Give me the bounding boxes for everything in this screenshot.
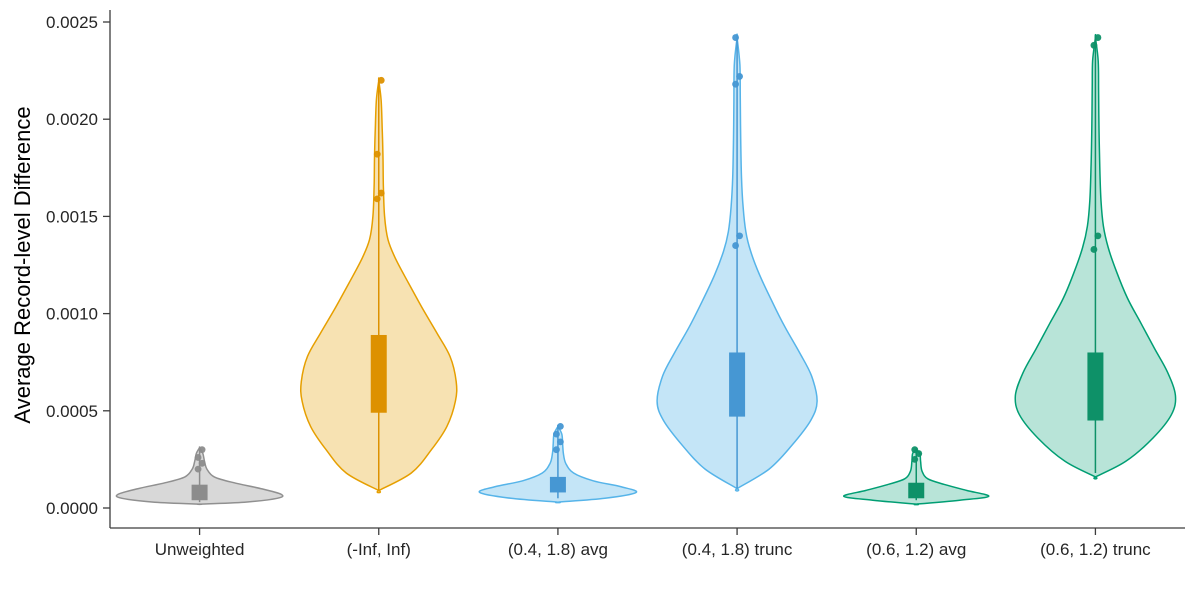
outlier-point	[553, 446, 560, 454]
violin-box	[191, 484, 208, 501]
y-tick-label: 0.0015	[46, 207, 98, 226]
y-tick-label: 0.0020	[46, 110, 98, 129]
outlier-point	[732, 34, 739, 41]
violin-box	[549, 476, 566, 493]
outlier-point	[736, 73, 743, 80]
outlier-point	[911, 456, 919, 463]
x-tick-label: (0.4, 1.8) trunc	[682, 540, 793, 559]
y-tick-label: 0.0000	[46, 499, 98, 518]
y-axis-title: Average Record-level Difference	[10, 106, 35, 423]
x-tick-label: (0.4, 1.8) avg	[508, 540, 608, 559]
outlier-point	[732, 80, 739, 88]
outlier-point	[1090, 41, 1098, 49]
violin-0-4-1-8-avg	[478, 422, 638, 504]
outlier-point	[373, 195, 381, 203]
outlier-point	[373, 150, 381, 158]
outlier-point	[194, 465, 202, 473]
violin-box	[1087, 352, 1104, 421]
x-tick-label: (-Inf, Inf)	[347, 540, 411, 559]
outlier-point	[194, 454, 202, 461]
outlier-point	[557, 438, 564, 446]
violin-inf-inf	[299, 76, 458, 494]
violin-box	[908, 482, 925, 499]
outlier-point	[198, 446, 206, 454]
violin-box	[729, 352, 746, 417]
y-tick-label: 0.0005	[46, 402, 98, 421]
y-tick-label: 0.0025	[46, 13, 98, 32]
x-tick-label: Unweighted	[155, 540, 245, 559]
outlier-point	[377, 189, 385, 197]
violin-0-6-1-2-trunc	[1014, 33, 1177, 480]
outlier-point	[732, 242, 739, 249]
x-tick-label: (0.6, 1.2) trunc	[1040, 540, 1151, 559]
x-tick-label: (0.6, 1.2) avg	[866, 540, 966, 559]
y-tick-label: 0.0010	[46, 305, 98, 324]
outlier-point	[1094, 34, 1102, 41]
violin-0-6-1-2-avg	[843, 446, 990, 506]
outlier-point	[377, 76, 385, 84]
outlier-point	[198, 459, 206, 467]
violin-box	[370, 334, 387, 413]
outlier-point	[1094, 232, 1102, 240]
outlier-point	[553, 430, 560, 438]
outlier-point	[1090, 246, 1098, 253]
outlier-point	[736, 232, 743, 240]
outlier-point	[557, 422, 564, 430]
violin-unweighted	[115, 446, 284, 506]
violin-0-4-1-8-trunc	[656, 33, 818, 492]
outlier-point	[911, 446, 919, 454]
